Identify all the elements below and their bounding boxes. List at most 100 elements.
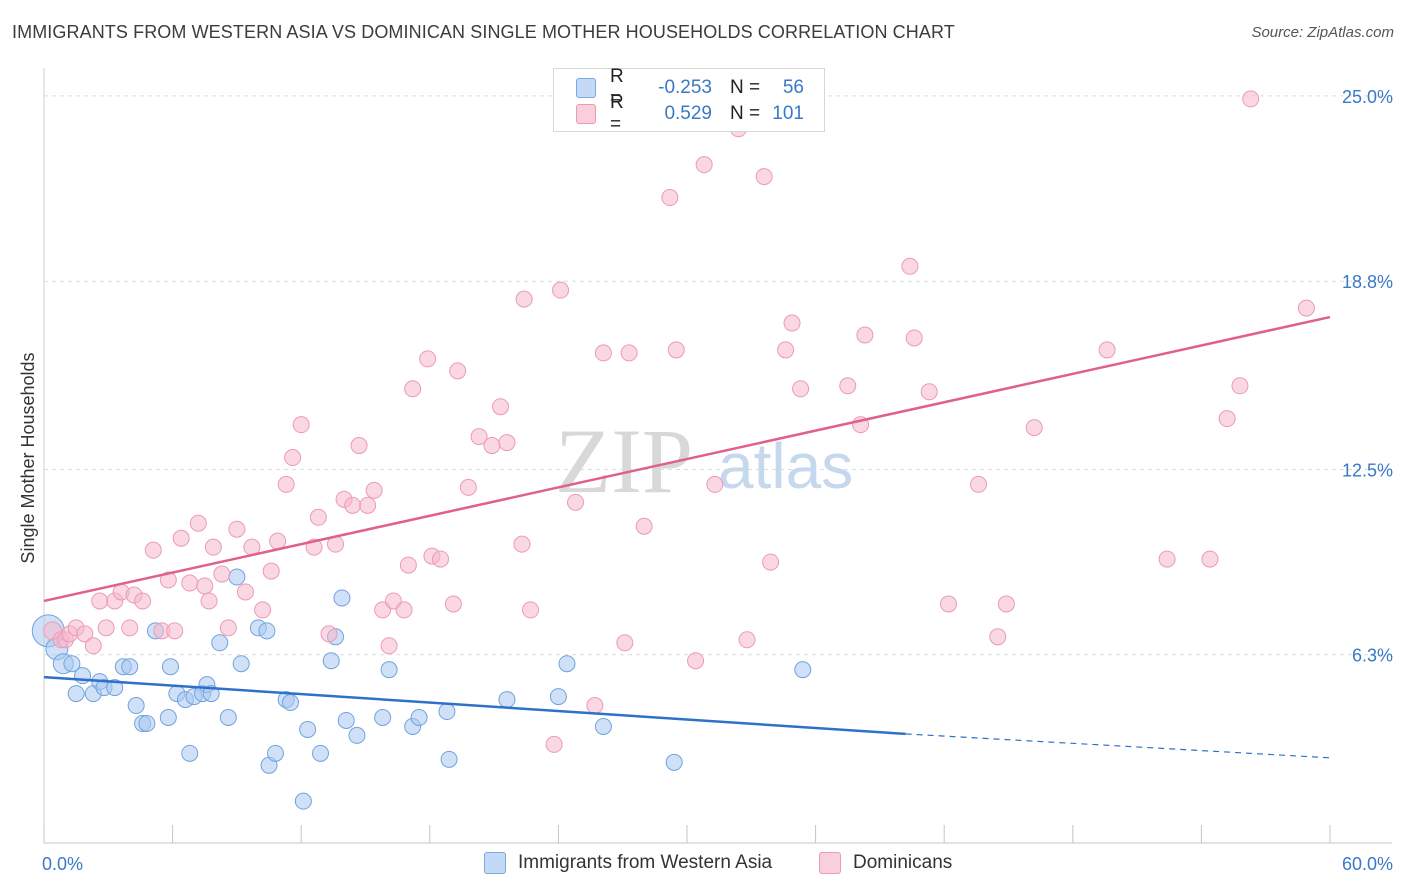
point-dominicans — [189, 514, 207, 532]
y-tick-label: 25.0% — [1342, 87, 1393, 107]
point-dominicans — [459, 478, 477, 496]
axes — [43, 68, 1392, 844]
point-dominicans — [783, 314, 801, 332]
point-dominicans — [515, 290, 533, 308]
point-dominicans — [1242, 90, 1260, 108]
point-dominicans — [320, 625, 338, 643]
stats-row-dominicans: R = 0.529 N = 101 — [576, 92, 804, 135]
n-label: N = — [730, 103, 761, 124]
point-western-asia — [594, 717, 612, 735]
point-western-asia — [337, 711, 355, 729]
point-western-asia — [380, 661, 398, 679]
point-western-asia — [127, 697, 145, 715]
point-western-asia — [322, 652, 340, 670]
chart-title: IMMIGRANTS FROM WESTERN ASIA VS DOMINICA… — [12, 22, 955, 42]
point-western-asia — [410, 708, 428, 726]
point-dominicans — [395, 601, 413, 619]
point-dominicans — [359, 496, 377, 514]
point-dominicans — [792, 380, 810, 398]
gridlines — [44, 95, 1392, 656]
n-value: 56 — [782, 77, 804, 98]
tick-labels: 6.3% 12.5% 18.8% 25.0% 0.0% 60.0% — [42, 87, 1393, 874]
point-dominicans — [380, 637, 398, 655]
r-value: -0.253 — [658, 77, 712, 98]
watermark: ZIP atlas — [555, 410, 853, 512]
point-western-asia — [438, 703, 456, 721]
point-dominicans — [969, 475, 987, 493]
point-dominicans — [586, 697, 604, 715]
legend-label: Dominicans — [853, 852, 953, 873]
point-dominicans — [545, 735, 563, 753]
x-tick-label: 0.0% — [42, 854, 83, 874]
point-western-asia — [121, 658, 139, 676]
point-dominicans — [404, 380, 422, 398]
point-western-asia — [558, 655, 576, 673]
point-dominicans — [97, 619, 115, 637]
point-dominicans — [997, 595, 1015, 613]
point-western-asia — [219, 708, 237, 726]
point-dominicans — [172, 529, 190, 547]
point-dominicans — [901, 257, 919, 275]
point-dominicans — [277, 475, 295, 493]
trend-lines — [43, 315, 1331, 759]
point-dominicans — [292, 416, 310, 434]
point-western-asia — [181, 744, 199, 762]
point-dominicans — [1158, 550, 1176, 568]
point-dominicans — [635, 517, 653, 535]
point-dominicans — [616, 634, 634, 652]
point-dominicans — [1098, 341, 1116, 359]
x-tick-label: 60.0% — [1342, 854, 1393, 874]
stats-row-western-asia: R = -0.253 N = 56 — [576, 66, 804, 109]
legend-item-western-asia[interactable]: Immigrants from Western Asia — [484, 852, 772, 874]
legend-item-dominicans[interactable]: Dominicans — [819, 852, 952, 874]
point-dominicans — [594, 344, 612, 362]
point-dominicans — [219, 619, 237, 637]
point-dominicans — [196, 577, 214, 595]
point-western-asia — [67, 685, 85, 703]
point-western-asia — [159, 708, 177, 726]
point-dominicans — [905, 329, 923, 347]
point-western-asia — [106, 679, 124, 697]
point-dominicans — [738, 631, 756, 649]
point-dominicans — [121, 619, 139, 637]
point-western-asia — [665, 753, 683, 771]
point-dominicans — [1025, 419, 1043, 437]
trend-line-dominicans — [43, 315, 1331, 603]
point-dominicans — [144, 541, 162, 559]
point-dominicans — [777, 341, 795, 359]
point-dominicans — [483, 437, 501, 455]
point-western-asia — [498, 691, 516, 709]
point-dominicans — [856, 326, 874, 344]
point-dominicans — [1218, 410, 1236, 428]
point-dominicans — [228, 520, 246, 538]
point-dominicans — [661, 189, 679, 207]
point-dominicans — [350, 437, 368, 455]
point-western-asia — [258, 622, 276, 640]
point-western-asia — [374, 708, 392, 726]
point-dominicans — [1231, 377, 1249, 395]
r-label: R = — [610, 92, 624, 135]
point-dominicans — [706, 475, 724, 493]
point-dominicans — [498, 434, 516, 452]
point-western-asia — [440, 750, 458, 768]
series-legend: Immigrants from Western Asia Dominicans — [0, 852, 1406, 878]
point-dominicans — [567, 493, 585, 511]
point-dominicans — [166, 622, 184, 640]
legend-swatch-blue — [576, 78, 596, 98]
point-dominicans — [213, 565, 231, 583]
legend-swatch-blue — [484, 852, 506, 874]
point-dominicans — [839, 377, 857, 395]
point-western-asia — [232, 655, 250, 673]
legend-label: Immigrants from Western Asia — [518, 852, 773, 873]
point-western-asia — [63, 655, 81, 673]
y-axis-label: Single Mother Households — [18, 352, 38, 563]
point-dominicans — [254, 601, 272, 619]
point-western-asia — [228, 568, 246, 586]
point-dominicans — [200, 592, 218, 610]
point-dominicans — [76, 625, 94, 643]
point-dominicans — [181, 574, 199, 592]
point-western-asia — [266, 744, 284, 762]
point-dominicans — [762, 553, 780, 571]
stats-legend: R = -0.253 N = 56 R = 0.529 N = 101 — [553, 66, 825, 135]
